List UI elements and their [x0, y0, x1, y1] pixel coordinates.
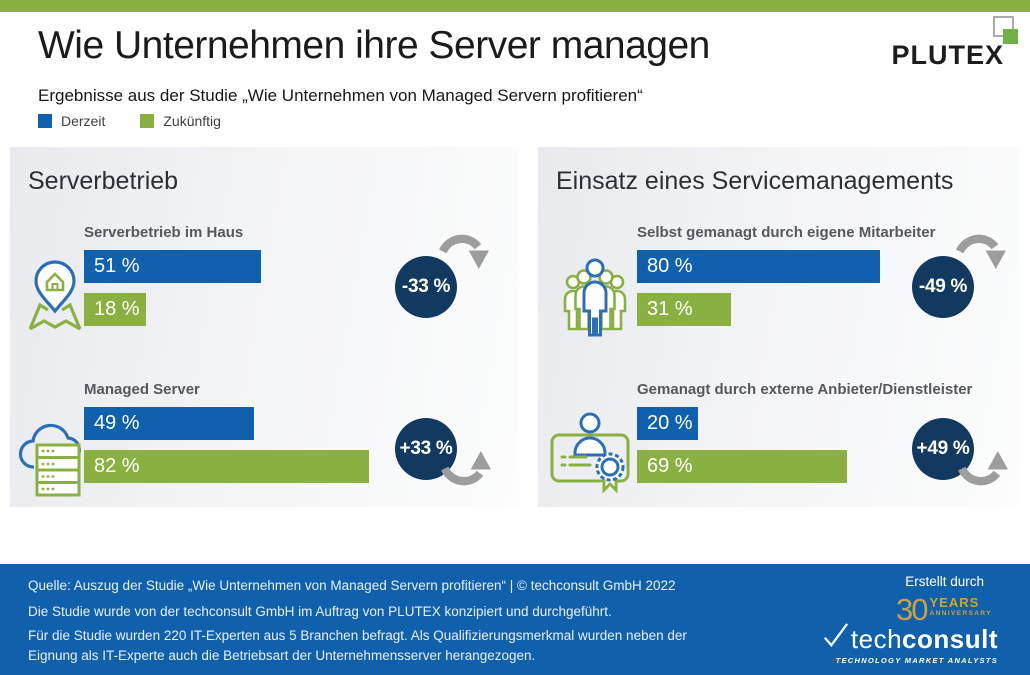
bar-current: 20 %	[637, 407, 698, 440]
arrow-down-icon	[955, 231, 1006, 281]
arrow-up-icon	[957, 439, 1008, 489]
people-group-icon	[560, 255, 630, 342]
bar-track-current: 80 %	[637, 250, 941, 283]
legend-label-future: Zukünftig	[163, 113, 221, 129]
legend-swatch-current-icon	[38, 114, 52, 128]
study-line: Die Studie wurde von der techconsult Gmb…	[28, 604, 612, 619]
plutex-logo-square-green-icon	[1003, 29, 1018, 44]
change-badge: +33 %	[395, 418, 457, 480]
techconsult-logo-consult: consult	[902, 624, 998, 654]
legend-swatch-future-icon	[140, 114, 155, 128]
source-line: Quelle: Auszug der Studie „Wie Unternehm…	[28, 578, 676, 593]
bar-track-future: 18 %	[84, 293, 431, 326]
change-badge: -49 %	[912, 256, 974, 318]
top-accent-bar	[0, 0, 1030, 12]
bar-group-label: Gemanagt durch externe Anbieter/Dienstle…	[637, 381, 973, 398]
plutex-logo: PLUTEX	[891, 16, 1018, 71]
bar-track-future: 69 %	[637, 450, 941, 483]
credit-label: Erstellt durch	[905, 574, 984, 589]
bar-current: 51 %	[84, 250, 261, 283]
bar-track-current: 51 %	[84, 250, 431, 283]
bar-group: 49 % 82 %	[84, 407, 431, 483]
map-pin-house-icon	[26, 257, 84, 338]
panel-title: Einsatz eines Servicemanagements	[556, 167, 954, 195]
bar-track-current: 20 %	[637, 407, 941, 440]
checkmark-icon	[823, 622, 849, 653]
techconsult-tagline: TECHNOLOGY MARKET ANALYSTS	[835, 656, 998, 665]
bar-future: 18 %	[84, 293, 147, 326]
bar-future: 31 %	[637, 293, 732, 326]
bar-track-current: 49 %	[84, 407, 431, 440]
arrow-up-icon	[440, 439, 491, 489]
bar-current: 80 %	[637, 250, 881, 283]
panel-servicemanagement: Einsatz eines Servicemanagements	[538, 147, 1020, 507]
legend: Derzeit Zukünftig	[38, 113, 221, 129]
methodology-line: Für die Studie wurden 220 IT-Experten au…	[28, 628, 687, 663]
page-subtitle: Ergebnisse aus der Studie „Wie Unternehm…	[38, 86, 643, 105]
bar-track-future: 31 %	[637, 293, 941, 326]
id-card-certificate-icon	[548, 409, 632, 498]
bar-group: 51 % 18 %	[84, 250, 431, 326]
bar-group-label: Managed Server	[84, 381, 200, 398]
anniversary-number: 30	[896, 592, 929, 627]
techconsult-logo-tech: tech	[850, 624, 903, 654]
arrow-down-icon	[438, 231, 489, 281]
techconsult-logo: tech consult	[823, 622, 998, 655]
legend-label-current: Derzeit	[61, 113, 106, 129]
plutex-logo-text: PLUTEX	[891, 40, 1004, 70]
bar-current: 49 %	[84, 407, 255, 440]
footer: Quelle: Auszug der Studie „Wie Unternehm…	[0, 564, 1030, 675]
bar-group: 80 % 31 %	[637, 250, 941, 326]
anniversary-years-label: YEARS	[929, 595, 980, 610]
change-badge: -33 %	[395, 256, 457, 318]
bar-group-label: Serverbetrieb im Haus	[84, 224, 244, 241]
bar-track-future: 82 %	[84, 450, 431, 483]
page-title: Wie Unternehmen ihre Server managen	[38, 24, 710, 67]
panel-title: Serverbetrieb	[28, 167, 179, 195]
anniversary-badge: 30 YEARS ANNIVERSARY	[896, 592, 992, 627]
bar-group-label: Selbst gemanagt durch eigene Mitarbeiter	[637, 224, 936, 241]
bar-group: 20 % 69 %	[637, 407, 941, 483]
anniversary-sub-label: ANNIVERSARY	[929, 610, 992, 617]
bar-future: 82 %	[84, 450, 369, 483]
bar-future: 69 %	[637, 450, 847, 483]
panel-serverbetrieb: Serverbetrieb Serverbetrieb im Haus 51 %…	[10, 147, 519, 507]
cloud-server-icon	[18, 411, 86, 504]
change-badge: +49 %	[912, 418, 974, 480]
